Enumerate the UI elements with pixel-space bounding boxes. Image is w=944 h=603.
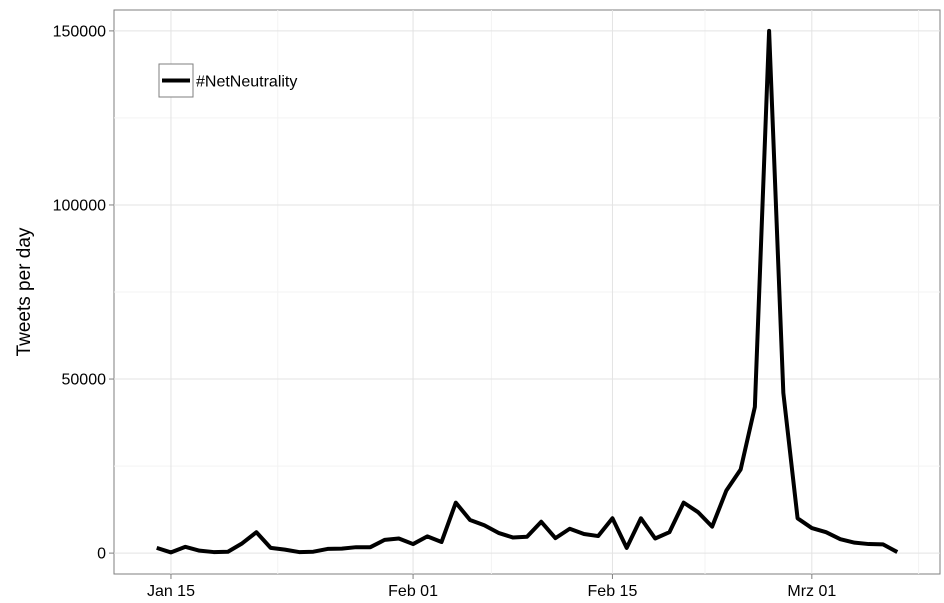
y-tick-label: 50000: [62, 372, 107, 389]
legend-label: #NetNeutrality: [196, 74, 297, 91]
y-tick-label: 100000: [53, 197, 106, 214]
x-tick-label: Jan 15: [147, 583, 195, 600]
x-tick-label: Feb 01: [388, 583, 438, 600]
y-axis-title: Tweets per day: [14, 227, 35, 356]
axis-tick-marks: [109, 30, 813, 579]
y-tick-label: 150000: [53, 23, 106, 40]
y-axis-tick-labels: 0 50000 100000 150000: [53, 23, 106, 562]
y-tick-label: 0: [97, 546, 106, 563]
x-axis-tick-labels: Jan 15 Feb 01 Feb 15 Mrz 01: [147, 583, 836, 600]
major-gridlines: [114, 10, 940, 574]
x-tick-label: Mrz 01: [787, 583, 836, 600]
minor-gridlines: [114, 10, 940, 574]
x-tick-label: Feb 15: [588, 583, 638, 600]
series-lines: [156, 28, 899, 555]
series-line-netneutrality: [156, 28, 899, 555]
legend: #NetNeutrality: [158, 63, 297, 98]
